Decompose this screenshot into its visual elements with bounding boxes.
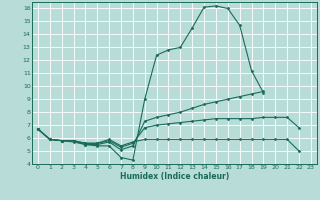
X-axis label: Humidex (Indice chaleur): Humidex (Indice chaleur): [120, 172, 229, 181]
